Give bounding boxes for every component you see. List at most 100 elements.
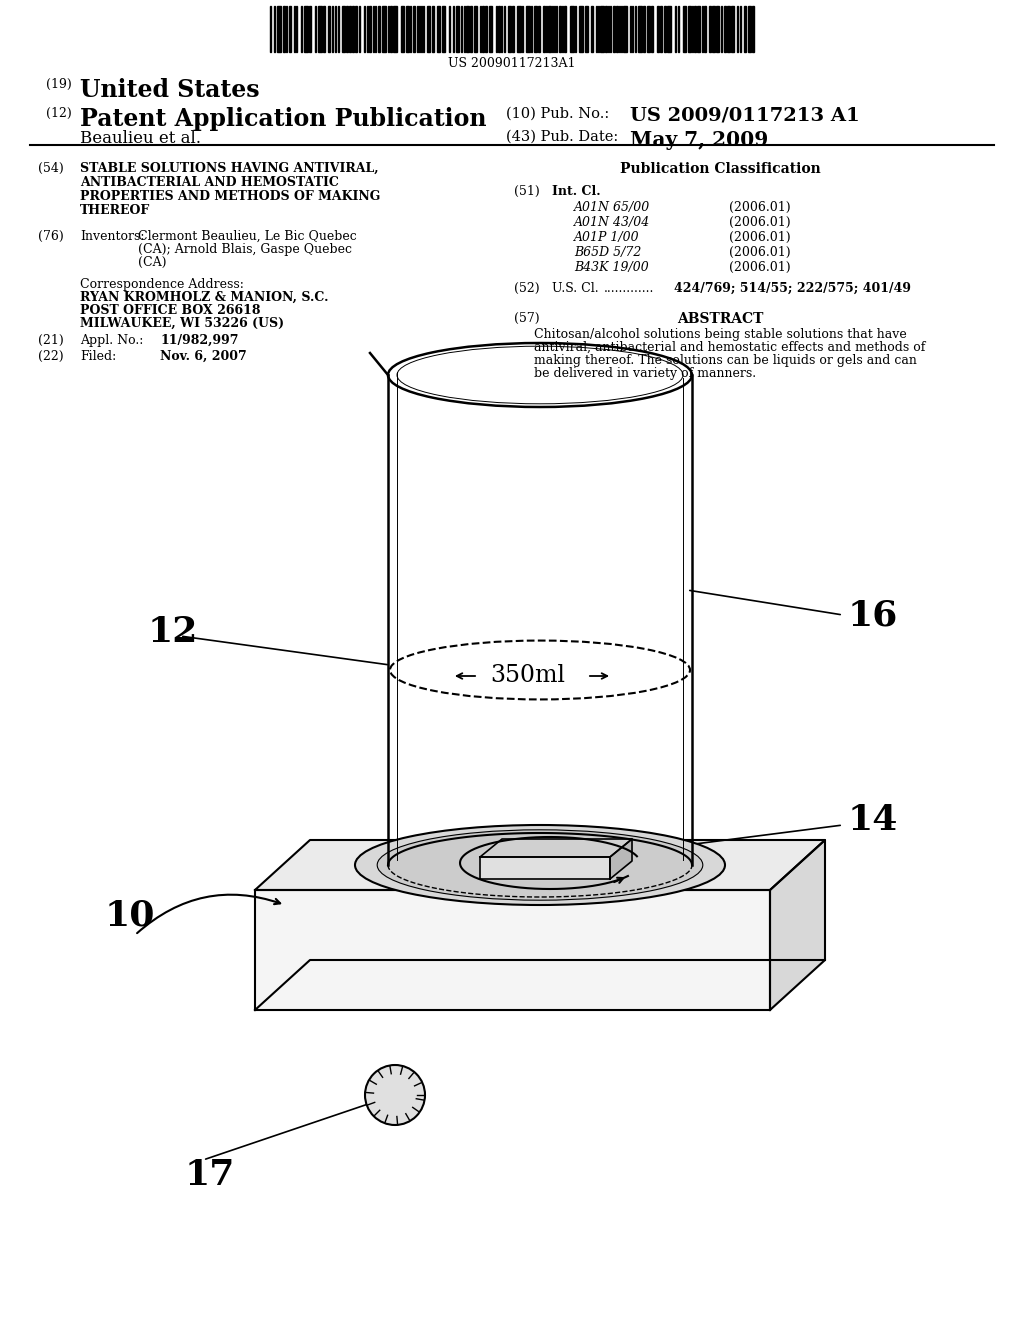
Bar	[512, 7, 514, 51]
Text: ANTIBACTERIAL AND HEMOSTATIC: ANTIBACTERIAL AND HEMOSTATIC	[80, 176, 339, 189]
Polygon shape	[480, 857, 610, 879]
Bar	[323, 7, 325, 51]
Bar	[432, 7, 434, 51]
Text: Filed:: Filed:	[80, 350, 117, 363]
Text: 424/769; 514/55; 222/575; 401/49: 424/769; 514/55; 222/575; 401/49	[674, 282, 911, 294]
Text: 12: 12	[148, 615, 199, 649]
Bar	[709, 7, 711, 51]
Bar	[413, 7, 415, 51]
Text: United States: United States	[80, 78, 260, 102]
Text: May 7, 2009: May 7, 2009	[630, 129, 768, 150]
Text: US 2009/0117213 A1: US 2009/0117213 A1	[630, 107, 860, 125]
Bar	[485, 7, 487, 51]
Bar	[538, 7, 540, 51]
Text: (12): (12)	[46, 107, 72, 120]
Bar	[616, 7, 618, 51]
Bar	[643, 7, 645, 51]
Text: Appl. No.:: Appl. No.:	[80, 334, 143, 347]
Bar	[406, 7, 409, 51]
Bar	[712, 7, 715, 51]
Text: antiviral, antibacterial and hemostatic effects and methods of: antiviral, antibacterial and hemostatic …	[534, 341, 926, 354]
Bar	[508, 7, 511, 51]
Bar	[605, 7, 607, 51]
Bar	[748, 7, 751, 51]
Text: (43) Pub. Date:: (43) Pub. Date:	[506, 129, 618, 144]
Bar	[369, 7, 371, 51]
Polygon shape	[610, 840, 632, 879]
Bar	[352, 7, 354, 51]
Polygon shape	[255, 840, 825, 890]
Text: RYAN KROMHOLZ & MANION, S.C.: RYAN KROMHOLZ & MANION, S.C.	[80, 290, 329, 304]
Bar	[470, 7, 472, 51]
Bar	[382, 7, 386, 51]
Ellipse shape	[377, 830, 702, 900]
Bar	[647, 7, 650, 51]
Bar	[744, 7, 746, 51]
Bar	[705, 7, 706, 51]
Text: B65D 5/72: B65D 5/72	[574, 246, 641, 259]
Text: 11/982,997: 11/982,997	[160, 334, 239, 347]
Bar	[393, 7, 397, 51]
Text: (19): (19)	[46, 78, 72, 91]
Text: MILWAUKEE, WI 53226 (US): MILWAUKEE, WI 53226 (US)	[80, 317, 284, 330]
Bar	[688, 7, 691, 51]
Bar	[517, 7, 521, 51]
Text: A01P 1/00: A01P 1/00	[574, 231, 640, 244]
Bar	[638, 7, 642, 51]
Bar	[342, 7, 345, 51]
Text: 17: 17	[185, 1158, 236, 1192]
Text: 10: 10	[105, 898, 156, 932]
Text: US 20090117213A1: US 20090117213A1	[449, 57, 575, 70]
Text: (10) Pub. No.:: (10) Pub. No.:	[506, 107, 609, 121]
Bar	[570, 7, 574, 51]
Bar	[304, 7, 308, 51]
Bar	[309, 7, 311, 51]
Text: making thereof. The solutions can be liquids or gels and can: making thereof. The solutions can be liq…	[534, 354, 916, 367]
Bar	[660, 7, 662, 51]
Bar	[456, 7, 459, 51]
Text: PROPERTIES AND METHODS OF MAKING: PROPERTIES AND METHODS OF MAKING	[80, 190, 380, 203]
Bar	[466, 7, 469, 51]
Text: (2006.01): (2006.01)	[729, 201, 791, 214]
Bar	[613, 7, 615, 51]
Bar	[651, 7, 653, 51]
Bar	[727, 7, 730, 51]
Bar	[474, 7, 477, 51]
Text: Inventors:: Inventors:	[80, 230, 144, 243]
Text: A01N 43/04: A01N 43/04	[574, 216, 650, 228]
Text: 16: 16	[848, 598, 898, 632]
Text: 14: 14	[848, 803, 898, 837]
Text: U.S. Cl.: U.S. Cl.	[552, 282, 599, 294]
Bar	[390, 7, 392, 51]
Bar	[559, 7, 561, 51]
Text: Clermont Beaulieu, Le Bic Quebec: Clermont Beaulieu, Le Bic Quebec	[138, 230, 356, 243]
Text: 350ml: 350ml	[490, 664, 565, 688]
Bar	[482, 7, 484, 51]
Text: (2006.01): (2006.01)	[729, 246, 791, 259]
Polygon shape	[770, 840, 825, 1010]
Bar	[289, 7, 291, 51]
Text: ABSTRACT: ABSTRACT	[677, 312, 763, 326]
Text: Patent Application Publication: Patent Application Publication	[80, 107, 486, 131]
Bar	[437, 7, 440, 51]
Bar	[543, 7, 545, 51]
Text: (CA): (CA)	[138, 256, 167, 269]
Polygon shape	[255, 890, 770, 1010]
Bar	[278, 7, 281, 51]
Bar	[355, 7, 357, 51]
Bar	[346, 7, 348, 51]
Text: Publication Classification: Publication Classification	[620, 162, 820, 176]
Text: (22): (22)	[38, 350, 63, 363]
Bar	[585, 7, 588, 51]
Bar	[683, 7, 686, 51]
Bar	[694, 7, 696, 51]
Text: B43K 19/00: B43K 19/00	[574, 261, 649, 275]
Circle shape	[365, 1065, 425, 1125]
Ellipse shape	[355, 825, 725, 906]
Bar	[667, 7, 671, 51]
Bar	[697, 7, 700, 51]
Text: (2006.01): (2006.01)	[729, 231, 791, 244]
Text: (52): (52)	[514, 282, 540, 294]
Text: POST OFFICE BOX 26618: POST OFFICE BOX 26618	[80, 304, 260, 317]
Text: (54): (54)	[38, 162, 63, 176]
